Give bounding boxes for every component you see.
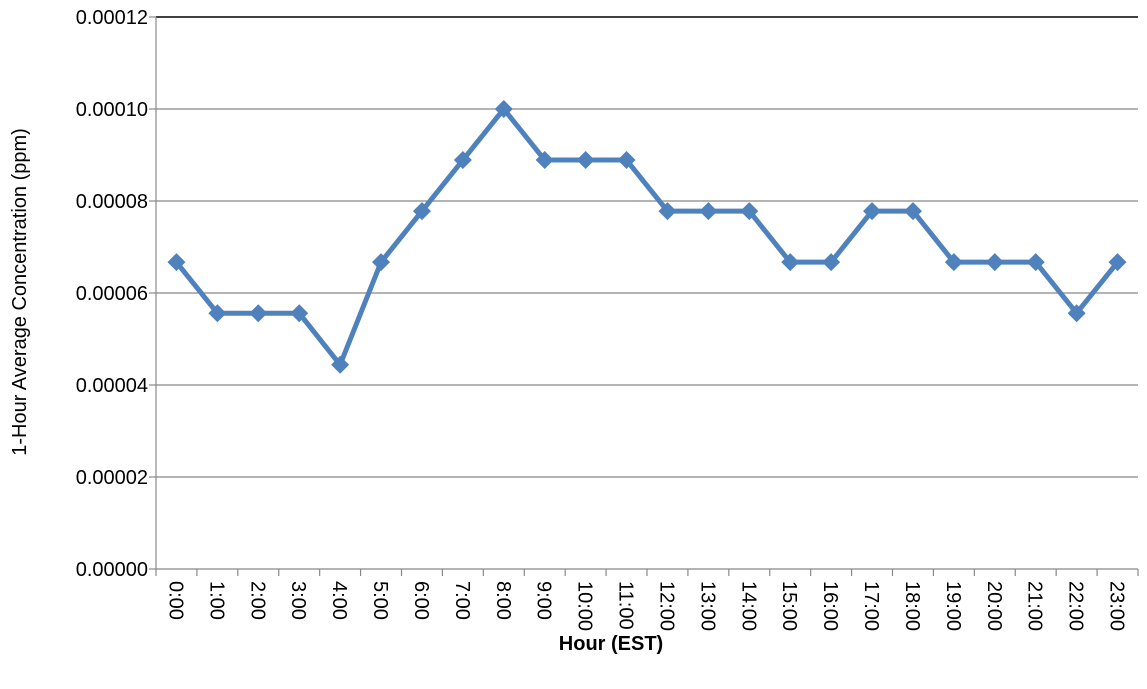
data-point-marker: [863, 202, 882, 221]
data-point-marker: [331, 355, 350, 374]
data-point-marker: [576, 151, 595, 170]
series: [167, 100, 1127, 374]
y-tick-label: 0.00006: [76, 283, 148, 305]
x-tick-label: 23:00: [1106, 581, 1128, 631]
x-tick-label: 22:00: [1065, 581, 1087, 631]
x-tick-label: 21:00: [1024, 581, 1046, 631]
y-tick-label: 0.00002: [76, 467, 148, 489]
data-point-marker: [985, 253, 1004, 272]
x-tick-label: 6:00: [410, 581, 432, 620]
data-point-marker: [1108, 253, 1127, 272]
y-tick-labels: 0.00000 0.00002 0.00004 0.00006 0.00008 0.000…: [76, 7, 148, 581]
x-tick-label: 20:00: [983, 581, 1005, 631]
x-tick-label: 10:00: [574, 581, 596, 631]
x-tick-label: 19:00: [942, 581, 964, 631]
series-line: [174, 106, 1120, 368]
x-tick-label: 5:00: [369, 581, 391, 620]
data-point-marker: [699, 202, 718, 221]
x-axis-title: Hour (EST): [559, 633, 663, 655]
x-tick-label: 8:00: [492, 581, 514, 620]
data-point-marker: [1026, 253, 1045, 272]
x-tick-labels: 0:00 1:00 2:00 3:00 4:00 5:00 6:00 7:00 8:00 9:00…: [164, 581, 1127, 631]
data-point-marker: [535, 151, 554, 170]
x-tick-label: 12:00: [655, 581, 677, 631]
gridlines: [156, 108, 1138, 478]
y-tick-label: 0.00010: [76, 99, 148, 121]
data-point-marker: [208, 304, 227, 323]
x-tick-label: 16:00: [819, 581, 841, 631]
x-tick-label: 11:00: [615, 581, 637, 630]
data-point-marker: [290, 304, 309, 323]
data-point-marker: [658, 202, 677, 221]
data-point-marker: [412, 202, 431, 221]
data-point-marker: [167, 253, 186, 272]
x-tick-label: 7:00: [451, 581, 473, 620]
x-tick-label: 17:00: [860, 581, 882, 631]
data-point-marker: [372, 253, 391, 272]
x-tick-label: 18:00: [901, 581, 923, 631]
x-tick-label: 9:00: [533, 581, 555, 620]
axes: [149, 16, 1139, 576]
y-tick-label: 0.00012: [76, 7, 148, 29]
data-point-marker: [944, 253, 963, 272]
y-tick-label: 0.00000: [76, 559, 148, 581]
data-point-marker: [903, 202, 922, 221]
x-tick-label: 2:00: [246, 581, 268, 620]
x-tick-label: 13:00: [696, 581, 718, 631]
y-tick-label: 0.00004: [76, 375, 148, 397]
data-point-marker: [453, 151, 472, 170]
x-tick-label: 14:00: [737, 581, 759, 631]
x-tick-label: 15:00: [778, 581, 800, 631]
x-tick-label: 0:00: [164, 581, 186, 620]
data-point-marker: [617, 151, 636, 170]
data-point-marker: [249, 304, 268, 323]
y-tick-label: 0.00008: [76, 191, 148, 213]
data-point-marker: [822, 253, 841, 272]
y-axis-title: 1-Hour Average Concentration (ppm): [9, 128, 31, 456]
data-point-marker: [781, 253, 800, 272]
data-point-marker: [1067, 304, 1086, 323]
x-tick-label: 4:00: [328, 581, 350, 620]
data-point-marker: [740, 202, 759, 221]
x-tick-label: 1:00: [205, 581, 227, 620]
x-tick-label: 3:00: [287, 581, 309, 620]
data-point-marker: [494, 100, 513, 118]
